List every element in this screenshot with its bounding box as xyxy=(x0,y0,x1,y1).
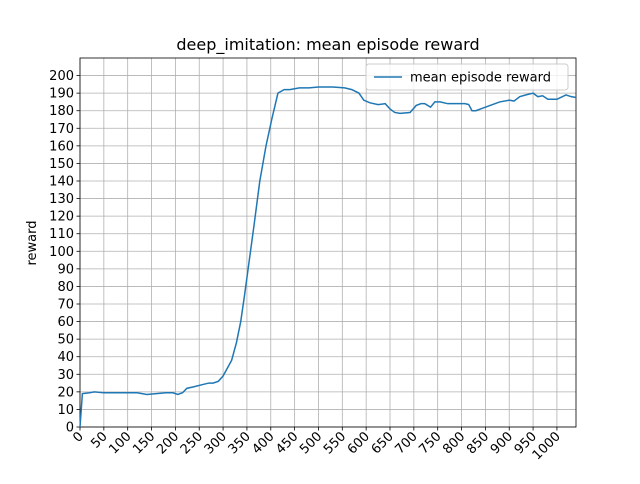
y-tick-label: 50 xyxy=(57,333,74,348)
y-tick-label: 20 xyxy=(57,385,74,400)
y-tick-label: 80 xyxy=(57,280,74,295)
y-tick-label: 160 xyxy=(49,139,74,154)
legend-label: mean episode reward xyxy=(410,71,551,86)
y-tick-label: 30 xyxy=(57,368,74,383)
y-tick-label: 130 xyxy=(49,192,74,207)
y-tick-label: 190 xyxy=(49,87,74,102)
y-tick-label: 200 xyxy=(49,69,74,84)
y-axis-label: reward xyxy=(25,220,40,265)
y-tick-label: 10 xyxy=(57,403,74,418)
data-line xyxy=(79,86,577,428)
y-tick-label: 140 xyxy=(49,175,74,190)
y-tick-label: 150 xyxy=(49,157,74,172)
y-tick-label: 110 xyxy=(49,227,74,242)
legend-box xyxy=(365,63,569,91)
y-tick-label: 40 xyxy=(57,350,74,365)
plot-frame xyxy=(79,57,577,428)
chart-title: deep_imitation: mean episode reward xyxy=(176,35,479,55)
y-tick-label: 90 xyxy=(57,262,74,277)
y-tick-label: 0 xyxy=(66,421,74,436)
y-tick-label: 60 xyxy=(57,315,74,330)
legend: mean episode reward xyxy=(365,63,569,91)
y-tick-label: 100 xyxy=(49,245,74,260)
y-tick-label: 120 xyxy=(49,210,74,225)
y-tick-label: 170 xyxy=(49,122,74,137)
y-tick-label: 70 xyxy=(57,298,74,313)
y-tick-label: 180 xyxy=(49,104,74,119)
